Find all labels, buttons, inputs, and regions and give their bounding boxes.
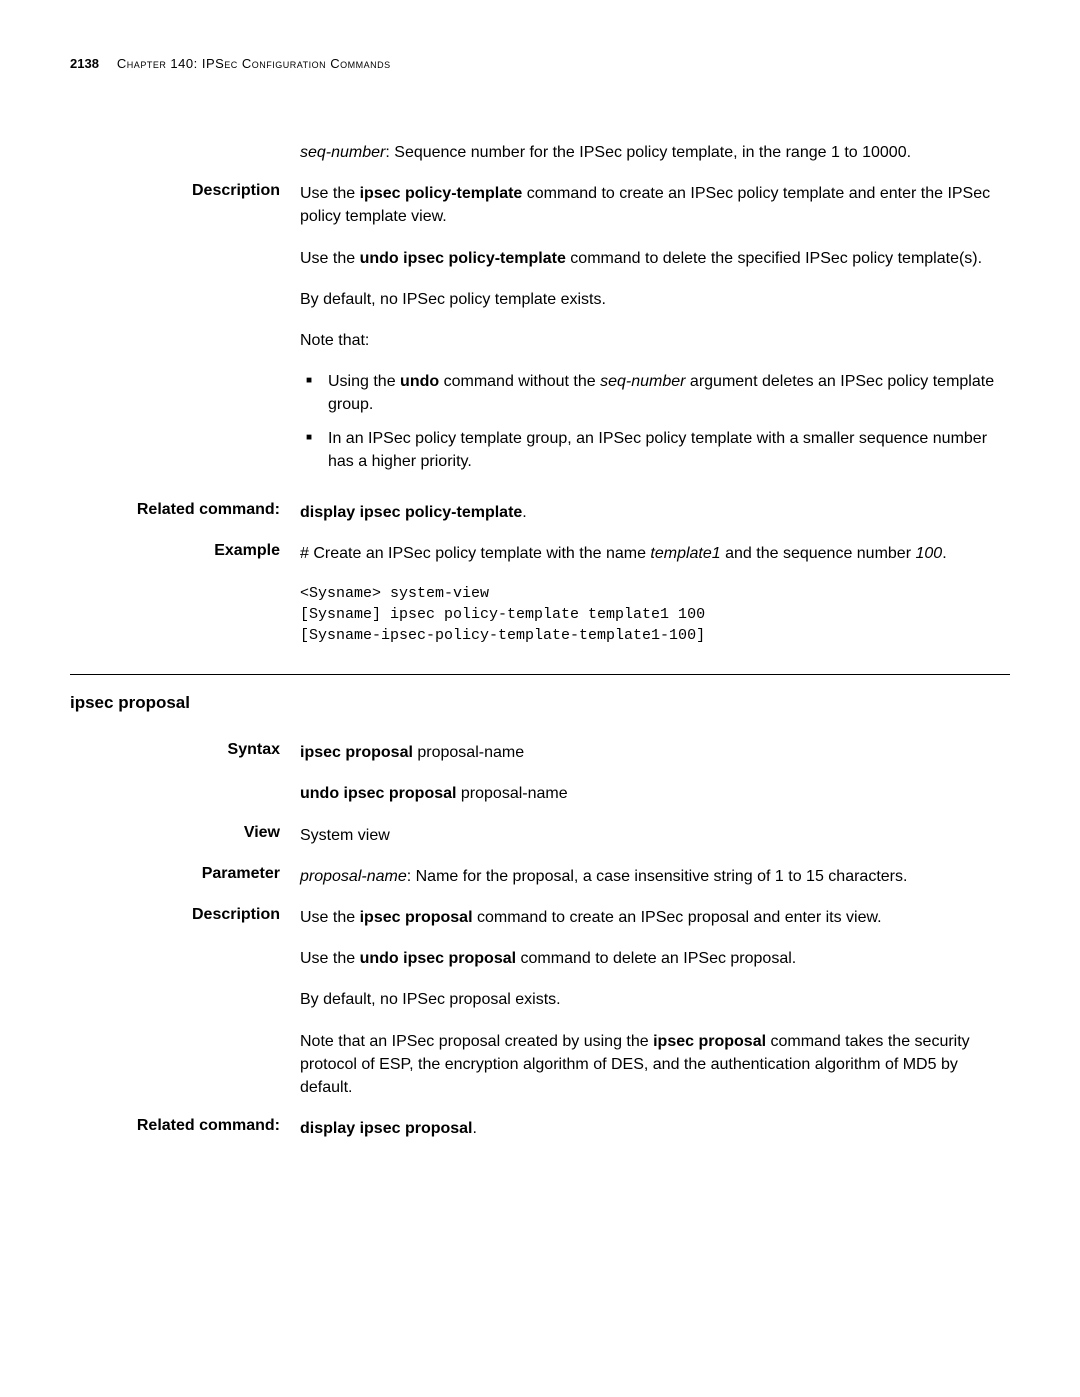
d2p3: By default, no IPSec proposal exists. xyxy=(300,988,1010,1011)
label-empty xyxy=(70,141,300,164)
p2-post: : Name for the proposal, a case insensit… xyxy=(407,868,908,885)
r1-post: . xyxy=(522,504,526,521)
d2p1-bold: ipsec proposal xyxy=(360,909,473,926)
syntax-label-2: Syntax xyxy=(70,741,300,805)
ex1-pre: # Create an IPSec policy template with t… xyxy=(300,545,650,562)
description-content-2: Use the ipsec proposal command to create… xyxy=(300,906,1010,1099)
view-content-2: System view xyxy=(300,824,1010,847)
bullet-2: In an IPSec policy template group, an IP… xyxy=(300,427,1010,473)
d2p2-bold: undo ipsec proposal xyxy=(360,950,516,967)
d2p2-pre: Use the xyxy=(300,950,360,967)
seq-number-param: seq-number: Sequence number for the IPSe… xyxy=(70,141,1010,164)
parameter-content-2: proposal-name: Name for the proposal, a … xyxy=(300,865,1010,888)
parameter-section-2: Parameter proposal-name: Name for the pr… xyxy=(70,865,1010,888)
d2p1-pre: Use the xyxy=(300,909,360,926)
description-label-2: Description xyxy=(70,906,300,1099)
description-bullets: Using the undo command without the seq-n… xyxy=(300,370,1010,473)
related-content-2: display ipsec proposal. xyxy=(300,1117,1010,1140)
page: 2138 Chapter 140: IPSec Configuration Co… xyxy=(0,0,1080,1198)
syntax-content-2: ipsec proposal proposal-name undo ipsec … xyxy=(300,741,1010,805)
b1-italic: seq-number xyxy=(600,373,685,390)
r2-post: . xyxy=(473,1120,477,1137)
example-code-1: <Sysname> system-view [Sysname] ipsec po… xyxy=(300,583,1010,646)
view-text-2: System view xyxy=(300,824,1010,847)
b1-pre: Using the xyxy=(328,373,400,390)
command-heading: ipsec proposal xyxy=(70,693,1010,713)
b1-bold: undo xyxy=(400,373,439,390)
s2l1-bold: ipsec proposal xyxy=(300,744,417,761)
seq-number-content: seq-number: Sequence number for the IPSe… xyxy=(300,141,1010,164)
d1p2-post: command to delete the specified IPSec po… xyxy=(566,250,982,267)
d2p1-post: command to create an IPSec proposal and … xyxy=(473,909,882,926)
example-content-1: # Create an IPSec policy template with t… xyxy=(300,542,1010,646)
d1p2-bold: undo ipsec policy-template xyxy=(360,250,566,267)
seq-number-italic: seq-number xyxy=(300,144,385,161)
d1p3: By default, no IPSec policy template exi… xyxy=(300,288,1010,311)
d1p4: Note that: xyxy=(300,329,1010,352)
b1-mid: command without the xyxy=(439,373,600,390)
r1-bold: display ipsec policy-template xyxy=(300,504,522,521)
ex1-it1: template1 xyxy=(650,545,720,562)
ex1-mid: and the sequence number xyxy=(721,545,916,562)
d1p2-pre: Use the xyxy=(300,250,360,267)
example-section-1: Example # Create an IPSec policy templat… xyxy=(70,542,1010,646)
description-section-1: Description Use the ipsec policy-templat… xyxy=(70,182,1010,483)
related-section-2: Related command: display ipsec proposal. xyxy=(70,1117,1010,1140)
bullet-1: Using the undo command without the seq-n… xyxy=(300,370,1010,416)
related-content-1: display ipsec policy-template. xyxy=(300,501,1010,524)
related-section-1: Related command: display ipsec policy-te… xyxy=(70,501,1010,524)
s2l2-bold: undo ipsec proposal xyxy=(300,785,461,802)
d1p1-bold: ipsec policy-template xyxy=(360,185,523,202)
description-content-1: Use the ipsec policy-template command to… xyxy=(300,182,1010,483)
related-label-1: Related command: xyxy=(70,501,300,524)
d1p1-pre: Use the xyxy=(300,185,360,202)
view-label-2: View xyxy=(70,824,300,847)
chapter-title: Chapter 140: IPSec Configuration Command… xyxy=(117,56,391,71)
parameter-label-2: Parameter xyxy=(70,865,300,888)
divider xyxy=(70,674,1010,675)
syntax-section-2: Syntax ipsec proposal proposal-name undo… xyxy=(70,741,1010,805)
page-number: 2138 xyxy=(70,56,99,71)
ex1-post: . xyxy=(942,545,946,562)
seq-number-post: : Sequence number for the IPSec policy t… xyxy=(385,144,911,161)
example-label-1: Example xyxy=(70,542,300,646)
d2p4-pre: Note that an IPSec proposal created by u… xyxy=(300,1033,653,1050)
related-label-2: Related command: xyxy=(70,1117,300,1140)
ex1-it2: 100 xyxy=(915,545,942,562)
r2-bold: display ipsec proposal xyxy=(300,1120,473,1137)
page-header: 2138 Chapter 140: IPSec Configuration Co… xyxy=(70,56,1010,71)
view-section-2: View System view xyxy=(70,824,1010,847)
d2p4-bold: ipsec proposal xyxy=(653,1033,766,1050)
d2p2-post: command to delete an IPSec proposal. xyxy=(516,950,796,967)
description-section-2: Description Use the ipsec proposal comma… xyxy=(70,906,1010,1099)
p2-italic: proposal-name xyxy=(300,868,407,885)
description-label-1: Description xyxy=(70,182,300,483)
s2l1-post: proposal-name xyxy=(417,744,524,761)
s2l2-post: proposal-name xyxy=(461,785,568,802)
